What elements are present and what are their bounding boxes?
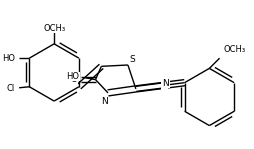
Text: N: N: [102, 97, 108, 106]
Text: HO: HO: [2, 54, 15, 63]
Text: N: N: [162, 79, 169, 88]
Text: HO: HO: [66, 72, 79, 81]
Text: OCH₃: OCH₃: [224, 45, 246, 54]
Text: O: O: [71, 75, 77, 84]
Text: N: N: [161, 80, 168, 89]
Text: OCH₃: OCH₃: [43, 24, 65, 33]
Text: S: S: [129, 55, 135, 64]
Text: Cl: Cl: [7, 84, 15, 93]
